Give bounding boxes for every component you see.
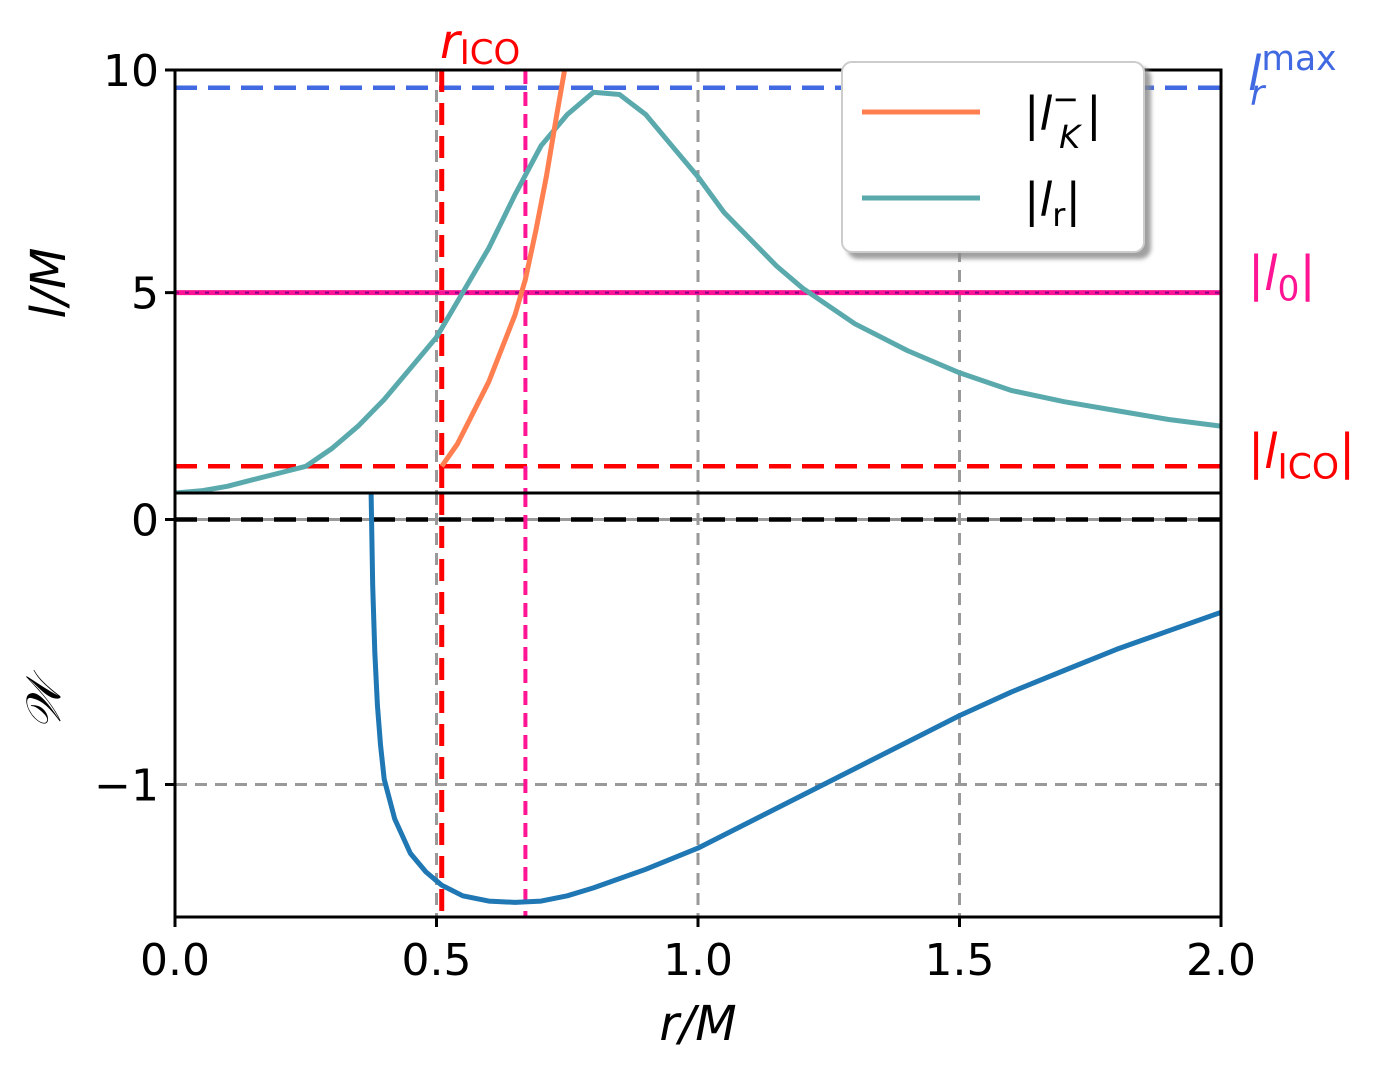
top-panel: 5 10 l/M lmax r |l0| |lICO| rICO |l− K | |lr| [21, 14, 1355, 495]
bottom-panel: 0 −1 0.0 0.5 1.0 1.5 2.0 r/M 𝒲 [16, 491, 1256, 1052]
legend-label-1: |lr| [1024, 173, 1081, 234]
annot-rico: rICO [440, 14, 520, 73]
xtick-label-0: 0.0 [140, 935, 210, 986]
series-w-line [368, 493, 1221, 905]
series-lk-line [439, 70, 568, 468]
xtick-label-2: 1.0 [663, 935, 733, 986]
xlabel: r/M [659, 996, 736, 1052]
legend: |l− K | |lr| [841, 61, 1145, 253]
annot-l0: |l0| [1248, 246, 1316, 310]
annot-lico: |lICO| [1248, 424, 1355, 488]
annot-lr-max: lmax r [1248, 39, 1337, 114]
series-lr-line [175, 89, 1221, 493]
xtick-label-1: 0.5 [402, 935, 472, 986]
bottom-ylabel: 𝒲 [16, 669, 72, 730]
bottom-ytick-label-0: 0 [131, 496, 159, 547]
top-ytick-label-1: 10 [103, 46, 159, 97]
xtick-label-3: 1.5 [925, 935, 995, 986]
top-ylabel: l/M [21, 248, 77, 319]
xtick-label-4: 2.0 [1186, 935, 1256, 986]
bottom-ytick-label-1: −1 [94, 761, 159, 812]
top-ytick-label-0: 5 [131, 269, 159, 320]
bottom-plot-area [175, 493, 1221, 917]
legend-label-0: |l− K | [1024, 80, 1102, 156]
